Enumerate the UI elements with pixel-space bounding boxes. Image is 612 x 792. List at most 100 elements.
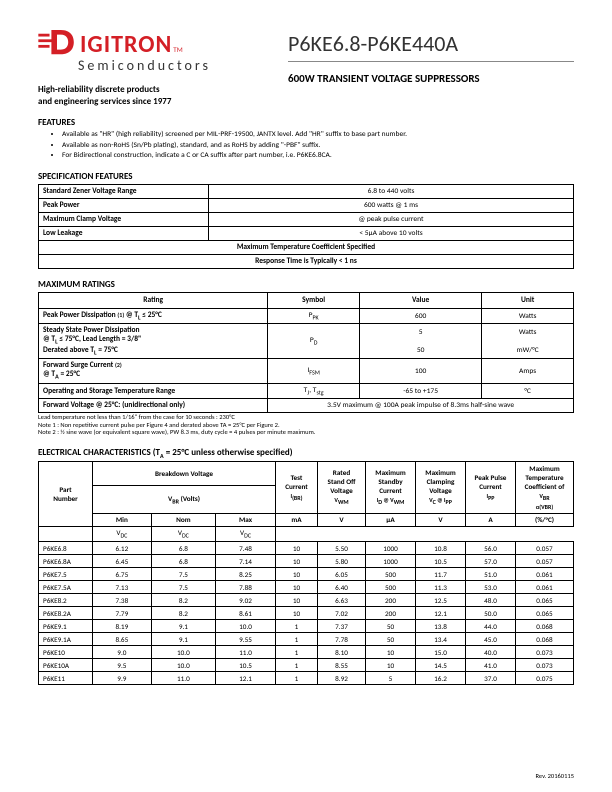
cell: 7.02: [318, 607, 366, 620]
cell: 8.19: [93, 620, 152, 633]
footer-rev: Rev. 20160115: [536, 772, 575, 780]
cell: 0.073: [516, 659, 574, 672]
cell: 10: [366, 659, 416, 672]
tagline-line2: and engineering services since 1977: [38, 96, 268, 108]
cell: 10: [276, 594, 318, 607]
cell: 0.057: [516, 555, 574, 568]
table-header-row: Rating Symbol Value Unit: [39, 292, 574, 308]
cell: 16.2: [416, 672, 466, 685]
cell: 0.068: [516, 620, 574, 633]
cell: 200: [366, 607, 416, 620]
cell: 50.0: [466, 607, 516, 620]
cell: 11.0: [151, 672, 215, 685]
unit-a: A: [466, 513, 516, 526]
cell: 6.8: [151, 542, 215, 555]
cell: P6KE7.5: [39, 568, 93, 581]
cell: Forward Voltage @ 25°C: (unidirectional …: [39, 399, 268, 413]
cell: 48.0: [466, 594, 516, 607]
cell: 1000: [366, 542, 416, 555]
cell: 8.65: [93, 633, 152, 646]
cell: 1: [276, 672, 318, 685]
cell: 0.057: [516, 542, 574, 555]
table-header-row: Min Nom Max mA V µA V A (%/°C): [39, 513, 574, 526]
cell: 45.0: [466, 633, 516, 646]
cell: 1: [276, 646, 318, 659]
cell: 13.8: [416, 620, 466, 633]
cell: VDC: [93, 526, 152, 541]
table-row: P6KE9.18.199.110.017.375013.844.00.068: [39, 620, 574, 633]
cell: P6KE9.1: [39, 620, 93, 633]
cell: Steady State Power Dissipation@ TL ≤ 75°…: [39, 324, 268, 359]
cell: 1: [276, 633, 318, 646]
feature-item: Available as non-RoHS (Sn/Pb plating), s…: [62, 141, 574, 151]
cell: 7.14: [216, 555, 276, 568]
cell: 10: [276, 542, 318, 555]
max-ratings-table: Rating Symbol Value Unit Peak Power Diss…: [38, 292, 574, 414]
table-row: P6KE10A9.510.010.518.551014.541.00.073: [39, 659, 574, 672]
col-unit: Unit: [482, 292, 574, 308]
table-row: Standard Zener Voltage Range6.8 to 440 v…: [39, 184, 574, 198]
cell: 8.55: [318, 659, 366, 672]
logo-name: IGITRON: [80, 30, 172, 59]
col-peak-pulse: Peak PulseCurrentIPP: [466, 462, 516, 513]
cell: 0.061: [516, 568, 574, 581]
cell: 7.37: [318, 620, 366, 633]
cell: 11.7: [416, 568, 466, 581]
cell: WattsmW/°C: [482, 324, 574, 359]
spec-heading: SPECIFICATION FEATURES: [38, 171, 574, 182]
spec-key: Maximum Clamp Voltage: [39, 212, 209, 226]
cell: 10: [366, 646, 416, 659]
col-symbol: Symbol: [268, 292, 360, 308]
cell: IFSM: [268, 359, 360, 384]
cell: 10: [276, 555, 318, 568]
col-max-temp-coef: MaximumTemperatureCoefficient ofVBRα(VBR…: [516, 462, 574, 513]
cell: 12.1: [416, 607, 466, 620]
table-row: Response Time is Typically < 1 ns: [39, 254, 574, 268]
table-row: Maximum Clamp Voltage@ peak pulse curren…: [39, 212, 574, 226]
cell: 13.4: [416, 633, 466, 646]
cell: 53.0: [466, 581, 516, 594]
cell: 11.3: [416, 581, 466, 594]
cell: 9.55: [216, 633, 276, 646]
col-breakdown-voltage: Breakdown Voltage: [93, 462, 276, 485]
table-header-row: PartNumber Breakdown Voltage TestCurrent…: [39, 462, 574, 485]
cell: 7.38: [93, 594, 152, 607]
cell: P6KE7.5A: [39, 581, 93, 594]
cell: P6KE11: [39, 672, 93, 685]
col-test-current: TestCurrentI(BR): [276, 462, 318, 513]
cell: 9.5: [93, 659, 152, 672]
cell: PD: [268, 324, 360, 359]
cell: Amps: [482, 359, 574, 384]
cell: 100: [359, 359, 481, 384]
cell: 15.0: [416, 646, 466, 659]
cell: Forward Surge Current (2)@ TA = 25°C: [39, 359, 268, 384]
cell: 8.10: [318, 646, 366, 659]
ec-heading: ELECTRICAL CHARACTERISTICS (TA = 25°C un…: [38, 447, 574, 460]
cell: 41.0: [466, 659, 516, 672]
spec-key: Peak Power: [39, 198, 209, 212]
cell: 8.61: [216, 607, 276, 620]
cell: 40.0: [466, 646, 516, 659]
cell: 51.0: [466, 568, 516, 581]
cell: 1000: [366, 555, 416, 568]
cell: 57.0: [466, 555, 516, 568]
cell: 10.0: [216, 620, 276, 633]
cell: 37.0: [466, 672, 516, 685]
table-row: P6KE8.27.388.29.02106.6320012.548.00.065: [39, 594, 574, 607]
unit-ma: mA: [276, 513, 318, 526]
cell: 8.25: [216, 568, 276, 581]
cell: [276, 526, 574, 541]
cell: 6.8: [151, 555, 215, 568]
cell: 6.45: [93, 555, 152, 568]
cell: 10.5: [416, 555, 466, 568]
cell: 10.5: [216, 659, 276, 672]
table-row: Forward Surge Current (2)@ TA = 25°C IFS…: [39, 359, 574, 384]
table-row: Forward Voltage @ 25°C: (unidirectional …: [39, 399, 574, 413]
cell: 0.065: [516, 594, 574, 607]
cell: 14.5: [416, 659, 466, 672]
table-row: P6KE119.911.012.118.92516.237.00.075: [39, 672, 574, 685]
cell: 7.5: [151, 568, 215, 581]
cell: 0.068: [516, 633, 574, 646]
cell: 500: [366, 568, 416, 581]
cell: 10.8: [416, 542, 466, 555]
